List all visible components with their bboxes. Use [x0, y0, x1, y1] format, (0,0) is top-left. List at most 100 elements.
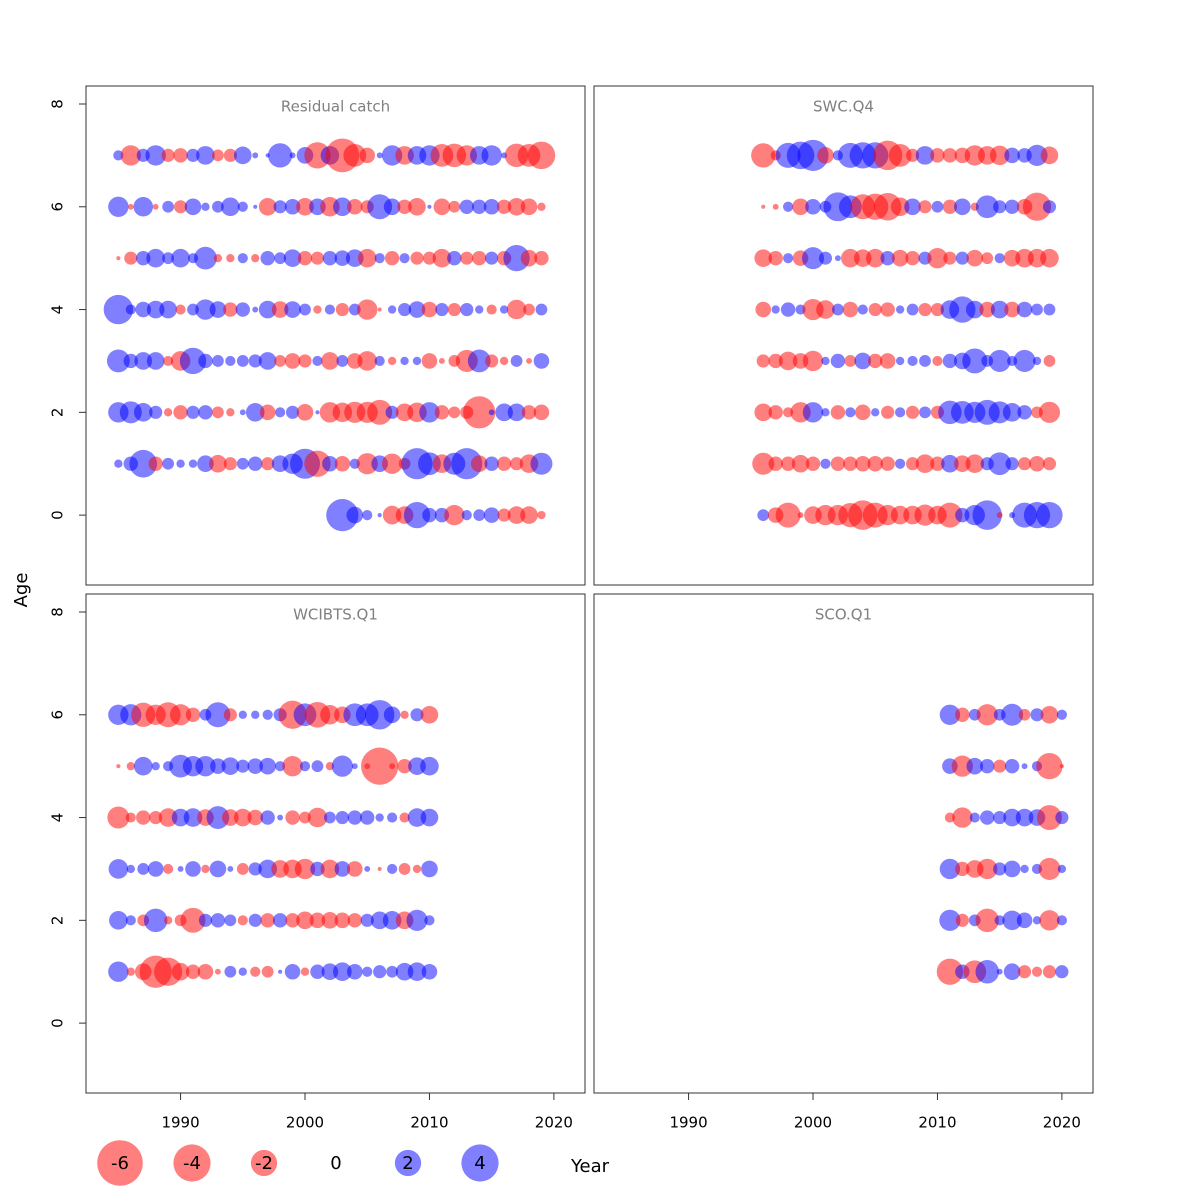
bubble	[177, 865, 184, 872]
bubble	[364, 865, 371, 872]
bubble	[483, 507, 500, 523]
bubble	[398, 863, 411, 875]
bubble	[797, 139, 829, 171]
bubble	[351, 763, 358, 770]
bubble	[427, 204, 432, 209]
bubble	[224, 914, 237, 927]
bubble	[289, 152, 296, 159]
bubble	[890, 197, 910, 217]
bubble	[311, 760, 324, 773]
bubble	[212, 149, 224, 162]
bubble	[473, 509, 486, 521]
bubble	[871, 408, 880, 417]
bubble	[162, 252, 175, 265]
bubble	[136, 810, 151, 825]
bubble	[195, 755, 216, 777]
bubble	[993, 810, 1007, 825]
bubble	[802, 402, 824, 423]
bubble	[756, 354, 770, 368]
bubble	[955, 913, 969, 927]
x-tick-label: 2010	[410, 1114, 448, 1132]
bubble	[820, 458, 831, 469]
bubble	[495, 403, 513, 422]
bubble	[247, 809, 264, 826]
bubble	[129, 449, 158, 478]
bubble	[400, 356, 409, 366]
bubble	[364, 700, 395, 730]
bubble	[821, 356, 830, 366]
bubble	[347, 913, 362, 928]
bubble	[939, 858, 961, 880]
bubble	[506, 299, 527, 320]
bubble	[988, 349, 1011, 372]
legend-bubble	[250, 1149, 278, 1177]
panel-frame	[593, 593, 1094, 1094]
bubble	[299, 761, 311, 772]
bubble	[523, 303, 535, 316]
bubble	[186, 405, 200, 419]
bubble	[1055, 810, 1069, 825]
bubble	[783, 253, 794, 264]
bubble	[535, 303, 548, 316]
bubble	[163, 408, 173, 417]
bubble	[459, 199, 474, 214]
bubble	[520, 249, 538, 267]
bubble	[173, 200, 188, 214]
bubble	[421, 963, 438, 980]
bubble	[830, 405, 846, 420]
bubble	[252, 306, 259, 313]
bubble	[497, 508, 511, 522]
bubble	[108, 859, 129, 879]
bubble	[333, 197, 352, 217]
legend-bubble	[461, 1144, 499, 1182]
bubble	[377, 513, 382, 518]
bubble	[1016, 912, 1033, 929]
bubble	[905, 250, 920, 266]
bubble	[780, 302, 796, 317]
bubble	[225, 355, 236, 367]
bubble	[496, 456, 512, 471]
bubble	[223, 708, 237, 722]
bubble	[347, 963, 363, 980]
bubble	[261, 457, 275, 471]
bubble	[298, 354, 312, 368]
bubble	[842, 301, 859, 318]
bubble	[421, 301, 438, 318]
bubble	[1036, 501, 1063, 529]
bubble	[285, 810, 300, 825]
bubble	[408, 301, 426, 318]
bubble	[320, 705, 340, 725]
bubble	[173, 148, 188, 163]
bubble	[400, 710, 409, 719]
bubble	[754, 403, 773, 422]
bubble	[919, 406, 931, 419]
bubble	[805, 456, 821, 471]
bubble	[880, 456, 895, 471]
bubble	[460, 251, 474, 265]
bubble	[284, 198, 301, 215]
bubble	[259, 404, 276, 421]
bubble	[285, 913, 300, 928]
bubble	[194, 246, 217, 270]
bubble	[424, 915, 435, 926]
bubble	[888, 143, 912, 167]
bubble	[783, 407, 794, 418]
bubble	[761, 204, 766, 209]
bubble	[248, 862, 262, 876]
bubble	[236, 457, 249, 470]
bubble	[979, 301, 996, 318]
bubble	[126, 967, 135, 976]
bubble	[146, 248, 165, 268]
bubble	[937, 502, 963, 528]
bubble	[334, 912, 351, 929]
bubble	[1036, 753, 1063, 780]
bubble	[197, 963, 214, 980]
bubble	[868, 302, 882, 317]
y-tick-label: 4	[49, 813, 67, 823]
bubble	[905, 457, 920, 471]
bubble	[397, 758, 412, 774]
bubble	[919, 355, 931, 367]
panel-title: WCIBTS.Q1	[293, 606, 378, 624]
bubble	[334, 455, 351, 472]
bubble	[252, 152, 259, 159]
